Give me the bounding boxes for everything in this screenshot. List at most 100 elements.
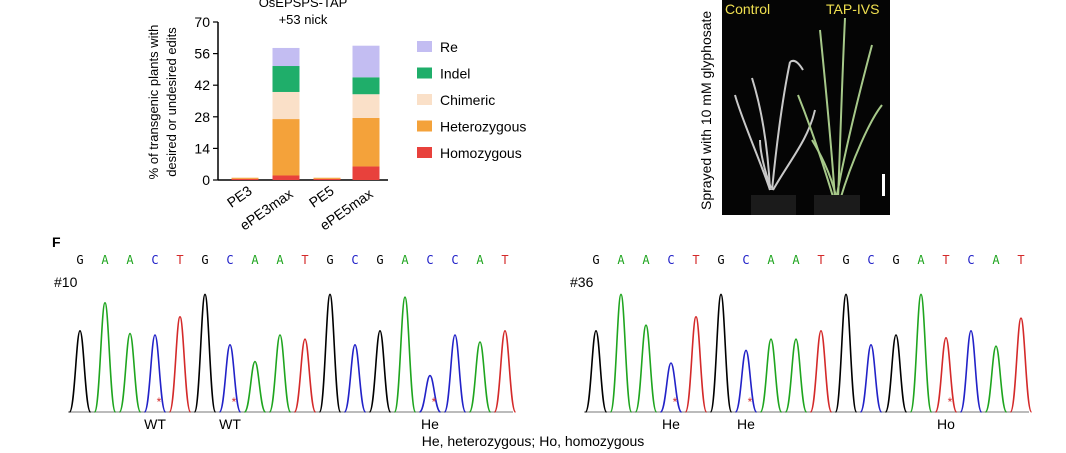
genotype-label: He: [421, 416, 439, 432]
legend-swatch: [417, 147, 432, 158]
base-call-letter: T: [176, 253, 183, 267]
base-call-letter: G: [842, 253, 849, 267]
base-call-letter: G: [717, 253, 724, 267]
base-call-letter: C: [151, 253, 158, 267]
y-tick-label: 14: [194, 140, 210, 156]
genotype-label: He: [662, 416, 680, 432]
chromatogram: #36 G A A C T G C A A T G C G A T C A T * He * He * Ho: [570, 253, 1033, 432]
genotype-label: WT: [219, 416, 241, 432]
trace-peak: [759, 338, 783, 413]
bar-segment: [352, 117, 380, 167]
base-call-letter: T: [817, 253, 824, 267]
trace-peak: [834, 293, 858, 413]
trace-peak: [243, 360, 267, 413]
bar-segment: [272, 119, 300, 176]
x-tick-label-group: PE3: [224, 182, 255, 210]
bar-segment: [272, 66, 300, 92]
bars: [231, 45, 380, 180]
trace-peak: [734, 349, 758, 413]
trace-peak: [118, 332, 142, 413]
base-call-letter: A: [767, 253, 775, 267]
trace-peak: [368, 329, 392, 413]
edit-star-marker: *: [432, 395, 437, 409]
genotype-label: WT: [144, 416, 166, 432]
base-call-letter: G: [892, 253, 899, 267]
base-call-letter: T: [942, 253, 949, 267]
y-tick-label: 56: [194, 46, 210, 62]
genotype-label: Ho: [937, 416, 955, 432]
base-call-letter: G: [76, 253, 83, 267]
y-tick-label: 0: [202, 172, 210, 188]
base-call-letter: C: [426, 253, 433, 267]
bar-segment: [231, 177, 259, 179]
trace-peak: [143, 334, 167, 413]
panel-f-letter: F: [52, 234, 61, 250]
y-axis-label: % of transgenic plants with desired or u…: [146, 25, 179, 180]
base-call-letter: A: [276, 253, 284, 267]
trace-peak: [684, 315, 708, 413]
trace-peak: [393, 296, 417, 413]
base-call-letter: A: [251, 253, 259, 267]
edit-star-marker: *: [232, 395, 237, 409]
legend-label: Heterozygous: [440, 119, 526, 135]
y-tick-label: 28: [194, 109, 210, 125]
base-call-letter: A: [992, 253, 1000, 267]
heterozygous-legend-note: He, heterozygous; Ho, homozygous: [422, 433, 645, 449]
trace-peak: [659, 362, 683, 413]
legend-label: Chimeric: [440, 92, 495, 108]
chart-title-line1: OsEPSPS-TAP: [259, 0, 348, 10]
tap-ivs-plant-image: [797, 17, 883, 201]
y-axis-label-line2: desired or undesired edits: [164, 27, 179, 177]
trace-peak: [68, 329, 92, 413]
base-call-letter: A: [401, 253, 409, 267]
base-call-letter: C: [351, 253, 358, 267]
base-call-letter: C: [742, 253, 749, 267]
trace-peak: [584, 329, 608, 413]
edit-star-marker: *: [748, 395, 753, 409]
base-call-letter: C: [451, 253, 458, 267]
bar-segment: [313, 177, 341, 179]
x-tick-label: PE3: [224, 182, 255, 210]
base-call-letter: G: [201, 253, 208, 267]
trace-peak: [859, 343, 883, 413]
trace-peak: [809, 329, 833, 413]
bar-segment: [352, 166, 380, 180]
base-call-letter: G: [592, 253, 599, 267]
base-call-letter: C: [867, 253, 874, 267]
trace-peak: [784, 338, 808, 413]
trace-peak: [709, 293, 733, 413]
base-call-letter: A: [101, 253, 109, 267]
plant-photo: Control TAP-IVS: [722, 0, 890, 215]
legend-label: Homozygous: [440, 145, 522, 161]
base-call-letter: G: [376, 253, 383, 267]
trace-peak: [168, 315, 192, 413]
base-call-letter: A: [476, 253, 484, 267]
y-tick-label: 70: [194, 14, 210, 30]
legend-swatch: [417, 67, 432, 79]
trace-peak: [609, 293, 633, 413]
edit-star-marker: *: [673, 395, 678, 409]
base-call-letter: T: [1017, 253, 1024, 267]
trace-peak: [193, 293, 217, 413]
bar-segment: [272, 47, 300, 67]
trace-peak: [934, 336, 958, 413]
legend-swatch: [417, 94, 432, 105]
base-call-letter: A: [917, 253, 925, 267]
trace-peak: [343, 343, 367, 413]
bar-segment: [231, 178, 259, 180]
legend-swatch: [417, 120, 432, 132]
chart-legend: Re Indel Chimeric Heterozygous Homozygous: [417, 39, 526, 161]
y-tick-label: 42: [194, 77, 210, 93]
chart-title-line2: +53 nick: [279, 12, 328, 27]
stacked-bar-chart: OsEPSPS-TAP +53 nick % of transgenic pla…: [146, 0, 526, 233]
base-call-letter: T: [692, 253, 699, 267]
photo-side-label: Sprayed with 10 mM glyphosate: [698, 11, 714, 210]
legend-label: Re: [440, 39, 458, 55]
trace-peak: [959, 329, 983, 413]
trace-peak: [468, 341, 492, 413]
base-call-letter: A: [792, 253, 800, 267]
base-call-letter: A: [617, 253, 625, 267]
y-axis: 0 14 28 42 56 70: [194, 14, 388, 188]
edit-star-marker: *: [157, 395, 162, 409]
